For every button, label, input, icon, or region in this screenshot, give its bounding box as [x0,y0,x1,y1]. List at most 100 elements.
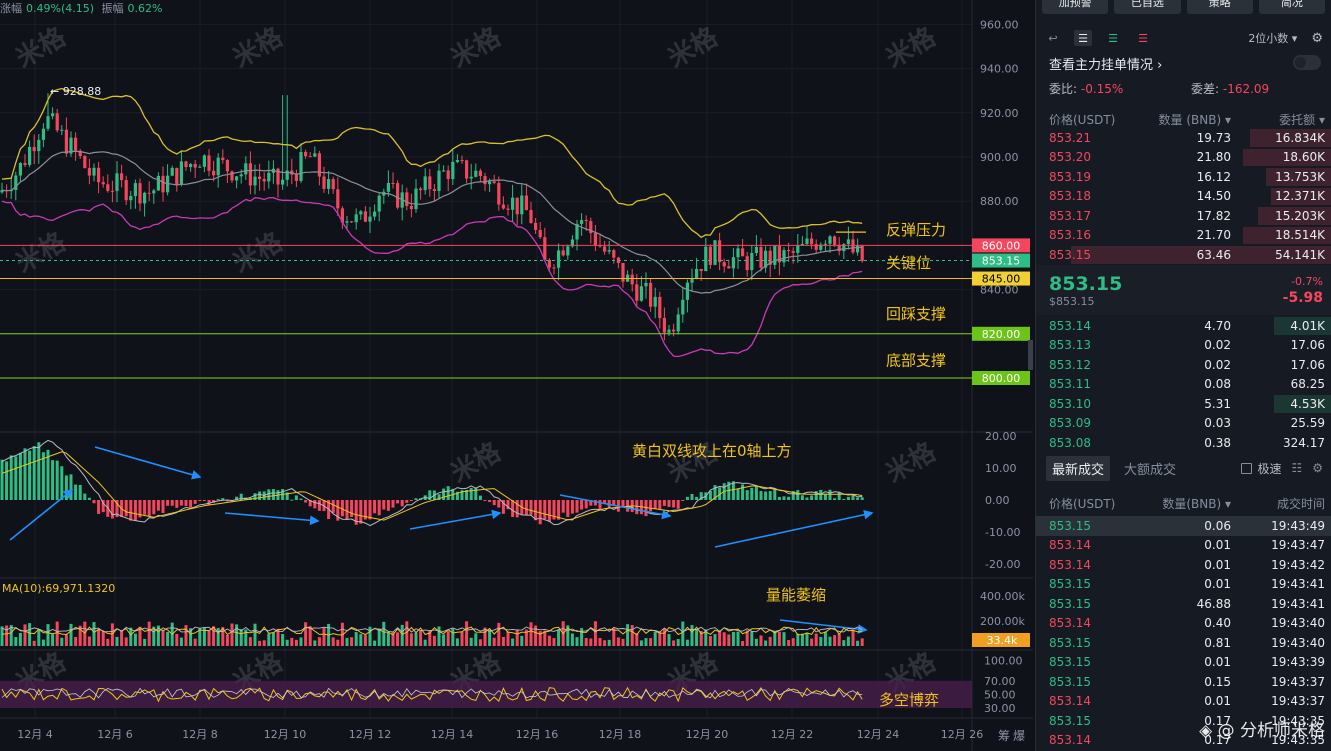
last-price-box[interactable]: 853.15 $853.15 -0.7% -5.98 [1036,265,1331,315]
bid-row[interactable]: 853.11 0.08 68.25 [1036,375,1331,395]
ratio-value: -0.15% [1080,82,1124,96]
book-header-total[interactable]: 委托额 ▾ [1279,113,1325,127]
volume-bar [722,632,726,646]
volume-bar [814,633,818,646]
trade-row[interactable]: 853.15 0.17 19:43:35 [1036,711,1331,731]
price: 853.12 [1049,357,1091,372]
volume-bar [653,632,657,646]
candle-body [221,157,225,161]
bid-row[interactable]: 853.10 5.31 4.53K [1036,394,1331,414]
tab-latest-trades[interactable]: 最新成交 [1046,455,1111,481]
ask-row[interactable]: 853.17 17.82 15.203K [1036,206,1331,226]
macd-annotation: 黄白双线攻上在0轴上方 [632,442,792,460]
volume-bar [74,636,78,646]
candle-body [515,197,519,215]
candle-body [120,173,124,181]
candle-body [184,161,188,168]
candle-body [819,244,823,250]
depth-toggle[interactable] [1293,55,1321,70]
volume-bar [202,627,206,646]
bid-row[interactable]: 853.13 0.02 17.06 [1036,336,1331,356]
macd-bar [239,493,243,500]
trade-row[interactable]: 853.15 0.06 19:43:49 [1036,516,1331,536]
bid-row[interactable]: 853.12 0.02 17.06 [1036,355,1331,375]
candle-body [566,246,570,256]
macd-bar [331,500,335,513]
macd-bar [584,500,588,509]
volume-bar [432,635,436,646]
candle-body [851,239,855,253]
book-both-icon[interactable]: ☰ [1074,30,1092,46]
fast-checkbox[interactable]: 极速 ☷ ⚙ [1241,460,1323,477]
total: 68.25 [1290,377,1325,392]
trade-row[interactable]: 853.14 0.01 19:43:47 [1036,536,1331,556]
resist-tag-bg [972,238,1030,253]
trade-row[interactable]: 853.14 0.17 19:43:35 [1036,731,1331,751]
macd-bar [465,489,469,500]
candle-body [313,153,317,157]
candle-body [469,176,473,179]
macd-bar [267,489,271,500]
price: 853.15 [1049,674,1091,689]
precision-select[interactable]: 2位小数 ▾ [1248,32,1298,45]
ask-row[interactable]: 853.19 16.12 13.753K [1036,167,1331,187]
volume-bar [768,636,772,646]
collapse-handle[interactable] [1028,340,1033,370]
trade-row[interactable]: 853.15 46.88 19:43:41 [1036,594,1331,614]
rsi-tick: 70.00 [984,675,1016,688]
quantity: 0.02 [1204,338,1231,353]
candle-body [630,274,634,285]
candle-body [589,221,593,234]
volume-bar [658,631,662,646]
tab-large-trades[interactable]: 大额成交 [1124,462,1177,478]
depth-link[interactable]: 查看主力挂单情况 › [1049,54,1321,73]
trade-row[interactable]: 853.14 0.40 19:43:40 [1036,614,1331,634]
macd-bar [856,497,860,500]
bid-row[interactable]: 853.08 0.38 324.17 [1036,433,1331,453]
candle-body [492,181,496,183]
trade-row[interactable]: 853.15 0.01 19:43:41 [1036,575,1331,595]
candle-body [442,170,446,172]
bid-row[interactable]: 853.09 0.03 25.59 [1036,414,1331,434]
trade-row[interactable]: 853.15 0.81 19:43:40 [1036,633,1331,653]
book-bids-icon[interactable]: ☰ [1108,31,1118,45]
trade-row[interactable]: 853.15 0.15 19:43:37 [1036,672,1331,692]
candle-body [557,250,561,268]
price: 853.15 [1049,596,1091,611]
trades-header-qty[interactable]: 数量(BNB) ▾ [1162,497,1231,511]
bid-row[interactable]: 853.14 4.70 4.01K [1036,316,1331,336]
reply-icon[interactable]: ↩ [1048,31,1058,45]
candle-body [676,314,680,332]
ask-row[interactable]: 853.20 21.80 18.60K [1036,148,1331,168]
candles [0,93,864,341]
favorite-button[interactable]: 已自选 [1114,0,1181,14]
ask-row[interactable]: 853.16 21.70 18.514K [1036,226,1331,246]
trade-row[interactable]: 853.14 0.01 19:43:37 [1036,692,1331,712]
ask-row[interactable]: 853.18 14.50 12.371K [1036,187,1331,207]
strategy-button[interactable]: 策略 [1186,0,1253,14]
candle-body [202,155,206,167]
chart-area[interactable]: 米格 米格 米格 米格 米格 米格 米格 米格 米格 米格 米格 米格 米格 米格 米格 ← 928.88 96… [0,0,1033,751]
gear-icon[interactable]: ⚙ [1311,30,1323,46]
candle-body [764,250,768,268]
volume-bar [345,638,349,646]
overview-button[interactable]: 简况 [1258,0,1325,14]
trade-row[interactable]: 853.15 0.01 19:43:39 [1036,653,1331,673]
volume-bar [83,621,87,646]
macd-bar [147,500,151,517]
book-asks-icon[interactable]: ☰ [1138,31,1148,45]
candle-body [143,192,147,204]
candle-body [478,170,482,177]
settings-icon[interactable]: ⚙ [1312,461,1323,475]
trade-row[interactable]: 853.14 0.01 19:43:42 [1036,555,1331,575]
ask-row[interactable]: 853.21 19.73 16.834K [1036,128,1331,148]
ask-row[interactable]: 853.15 63.46 54.141K [1036,245,1331,265]
macd-bar [529,500,533,515]
book-header-qty[interactable]: 数量 (BNB) ▾ [1158,113,1231,127]
alert-button[interactable]: 加预警 [1042,0,1109,14]
candle-body [285,170,289,180]
macd-bar [92,500,96,504]
filter-icon[interactable]: ☷ [1291,461,1303,475]
rsi-band [0,680,972,708]
